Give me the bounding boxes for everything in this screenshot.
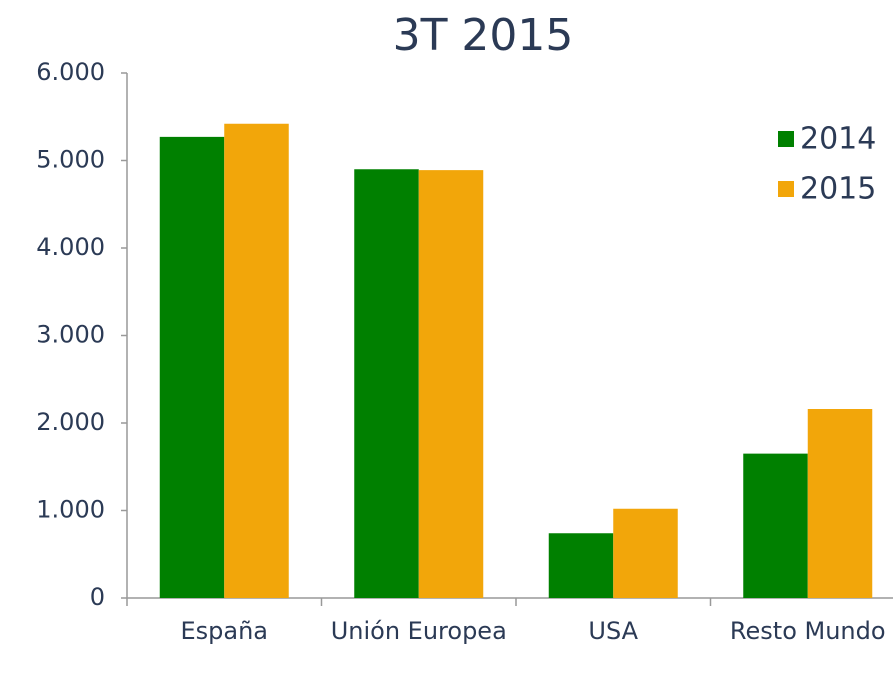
legend-label: 2014 [800,122,876,157]
y-tick-label: 6.000 [36,58,105,86]
bar [613,508,678,598]
x-tick-label: España [180,617,268,645]
bar [224,123,289,598]
bar [743,453,808,598]
y-tick-label: 0 [90,583,105,611]
legend-swatch [778,181,794,197]
bar [807,409,873,598]
y-tick-label: 1.000 [36,496,105,524]
y-tick-label: 2.000 [36,408,105,436]
bar [418,170,484,598]
bar [354,169,419,598]
y-tick-label: 3.000 [36,321,105,349]
legend-label: 2015 [800,172,876,207]
bar [159,136,225,598]
legend-swatch [778,131,794,147]
x-tick-label: Unión Europea [331,617,507,645]
bar [548,533,614,598]
y-tick-label: 5.000 [36,146,105,174]
x-tick-label: USA [588,617,638,645]
chart-title: 3T 2015 [393,10,574,61]
y-tick-label: 4.000 [36,233,105,261]
x-tick-label: Resto Mundo [730,617,886,645]
